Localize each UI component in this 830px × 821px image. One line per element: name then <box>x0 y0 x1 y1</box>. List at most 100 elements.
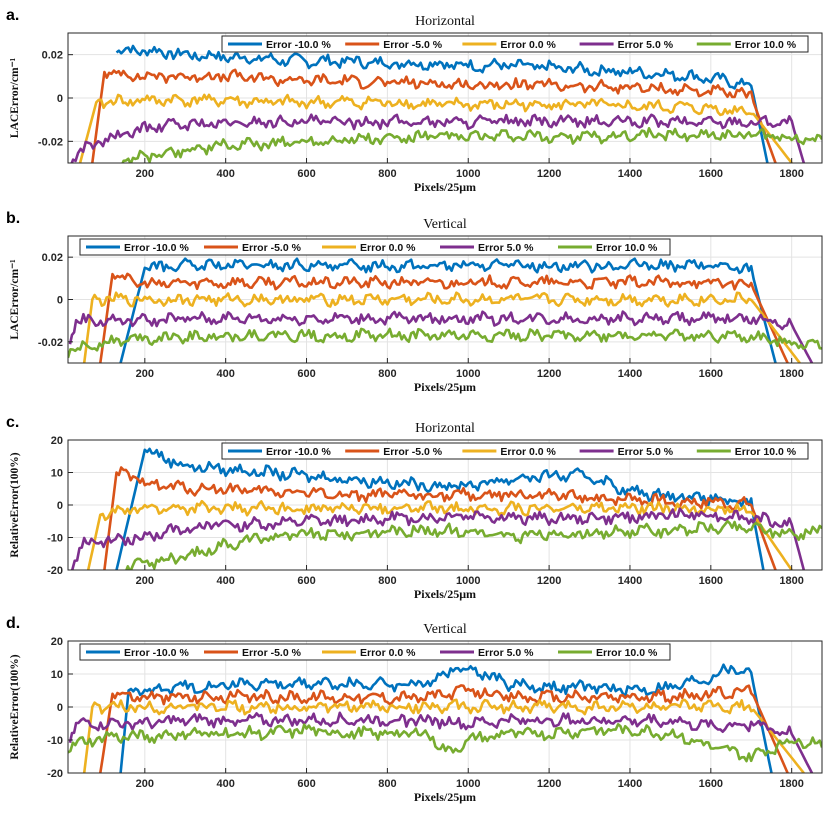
x-tick-label: 800 <box>378 778 396 790</box>
legend-label: Error 10.0 % <box>735 446 797 458</box>
legend-label: Error 0.0 % <box>500 39 556 51</box>
x-axis-label: Pixels/25μm <box>414 380 476 394</box>
x-tick-label: 1800 <box>779 368 803 380</box>
x-tick-label: 1200 <box>537 168 561 180</box>
legend-label: Error 10.0 % <box>596 242 658 254</box>
panel-label: b. <box>6 210 20 227</box>
legend-label: Error 5.0 % <box>478 242 534 254</box>
series-line <box>68 310 814 363</box>
series-line <box>99 272 789 363</box>
chart-title: Vertical <box>423 622 467 637</box>
x-axis-label: Pixels/25μm <box>414 587 476 601</box>
panel-label: a. <box>6 7 19 24</box>
legend: Error -10.0 % Error -5.0 % Error 0.0 % Erro… <box>79 238 671 256</box>
x-tick-label: 1800 <box>779 778 803 790</box>
x-tick-label: 1600 <box>699 168 723 180</box>
x-tick-label: 1400 <box>618 368 642 380</box>
series-line <box>70 507 806 570</box>
legend-label: Error 5.0 % <box>478 647 534 659</box>
legend-label: Error 0.0 % <box>360 242 416 254</box>
y-tick-label: -10 <box>47 735 63 747</box>
plot-area <box>70 447 822 570</box>
x-tick-label: 600 <box>297 778 315 790</box>
y-tick-label: 10 <box>51 468 63 480</box>
x-tick-label: 400 <box>216 168 234 180</box>
y-tick-label: -20 <box>47 565 63 577</box>
x-tick-label: 1200 <box>537 368 561 380</box>
x-axis-label: Pixels/25μm <box>414 180 476 194</box>
legend: Error -10.0 % Error -5.0 % Error 0.0 % Erro… <box>79 643 671 661</box>
series-line <box>68 711 814 773</box>
series-line <box>82 291 801 363</box>
x-tick-label: 1600 <box>699 368 723 380</box>
plot-area <box>70 44 822 163</box>
y-tick-label: 0.02 <box>42 252 63 264</box>
legend-label: Error -5.0 % <box>383 446 443 458</box>
x-tick-label: 1200 <box>537 575 561 587</box>
y-axis-label: LACError/cm⁻¹ <box>9 58 21 138</box>
y-tick-label: -20 <box>47 768 63 780</box>
legend-label: Error -10.0 % <box>124 242 189 254</box>
x-tick-label: 200 <box>136 778 154 790</box>
series-line <box>78 93 793 163</box>
x-tick-label: 1600 <box>699 778 723 790</box>
chart-panel-d: 200 400 600 800 1000 1200 1400 1600 1800 20 10 0 -10… <box>6 615 823 804</box>
legend: Error -10.0 % Error -5.0 % Error 0.0 % Erro… <box>221 35 809 53</box>
y-axis-label: RelativeError(100%) <box>9 654 21 759</box>
plot-area <box>68 663 822 773</box>
x-tick-label: 200 <box>136 575 154 587</box>
x-tick-label: 200 <box>136 368 154 380</box>
y-axis-label: LACError/cm⁻¹ <box>9 259 21 339</box>
legend-label: Error -10.0 % <box>266 446 331 458</box>
x-tick-label: 400 <box>216 575 234 587</box>
y-tick-label: 20 <box>51 636 63 648</box>
y-tick-label: 0 <box>57 295 63 307</box>
legend-box <box>221 442 809 460</box>
chart-title: Horizontal <box>415 421 475 436</box>
y-tick-label: 0 <box>57 500 63 512</box>
x-tick-label: 1400 <box>618 575 642 587</box>
series-line <box>115 44 769 163</box>
series-line <box>119 663 773 773</box>
y-tick-label: 0 <box>57 93 63 105</box>
x-tick-label: 1000 <box>456 168 480 180</box>
legend: Error -10.0 % Error -5.0 % Error 0.0 % Erro… <box>221 442 809 460</box>
legend-box <box>79 238 671 256</box>
series-line <box>68 723 822 763</box>
y-tick-label: -0.02 <box>38 337 63 349</box>
series-line <box>123 519 822 570</box>
series-line <box>70 113 806 163</box>
series-line <box>91 68 777 163</box>
legend-label: Error 0.0 % <box>500 446 556 458</box>
y-tick-label: 10 <box>51 669 63 681</box>
x-axis-label: Pixels/25μm <box>414 790 476 804</box>
x-tick-label: 800 <box>378 575 396 587</box>
series-line <box>99 684 789 773</box>
panel-label: c. <box>6 414 19 431</box>
x-tick-label: 1000 <box>456 575 480 587</box>
x-tick-label: 1800 <box>779 575 803 587</box>
series-line <box>82 698 805 773</box>
legend-label: Error -5.0 % <box>242 242 302 254</box>
chart-panel-b: 200 400 600 800 1000 1200 1400 1600 1800 0.02 0 -0.… <box>6 210 823 394</box>
legend-label: Error -10.0 % <box>124 647 189 659</box>
x-tick-label: 1400 <box>618 778 642 790</box>
series-line <box>103 466 777 570</box>
y-tick-label: -0.02 <box>38 136 63 148</box>
x-tick-label: 800 <box>378 368 396 380</box>
legend-label: Error -10.0 % <box>266 39 331 51</box>
series-line <box>68 327 822 359</box>
x-tick-label: 1000 <box>456 368 480 380</box>
chart-panel-a: 200 400 600 800 1000 1200 1400 1600 1800 0.02 0 -0.… <box>6 7 823 194</box>
legend-label: Error 5.0 % <box>618 446 674 458</box>
series-line <box>115 447 765 570</box>
x-tick-label: 600 <box>297 575 315 587</box>
series-line <box>121 127 822 163</box>
chart-title: Horizontal <box>415 14 475 29</box>
x-tick-label: 1600 <box>699 575 723 587</box>
y-tick-label: 0 <box>57 702 63 714</box>
x-tick-label: 400 <box>216 368 234 380</box>
x-tick-label: 800 <box>378 168 396 180</box>
